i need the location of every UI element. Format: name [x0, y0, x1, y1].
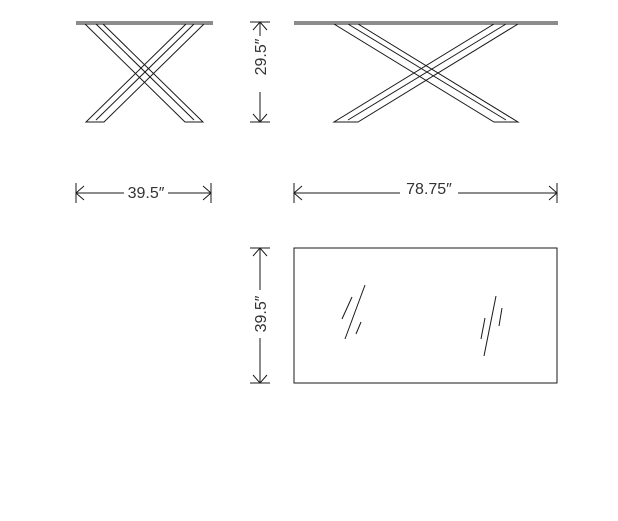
top-view [293, 247, 558, 384]
height-dim-arrow-down [252, 113, 268, 123]
side-width-dim-label: 39.5″ [128, 185, 165, 202]
top-view-tabletop [293, 247, 558, 384]
length-dim-label: 78.75″ [406, 181, 452, 198]
depth-dim-arrow-up [252, 247, 268, 257]
front-view-leg-a [332, 23, 520, 123]
depth-dim-label: 39.5″ [253, 295, 270, 332]
front-length-dimension: 78.75″ [293, 181, 558, 203]
glass-reflection-mark [480, 317, 486, 340]
front-view-leg-b-inner [347, 23, 507, 121]
side-view-leg-b [84, 23, 206, 123]
front-view-leg-b [332, 23, 520, 123]
side-width-dimension: 39.5″ [75, 183, 212, 203]
top-depth-dimension: 39.5″ [250, 247, 270, 384]
glass-reflection-mark [341, 296, 353, 320]
side-width-dim-arrow-left [75, 185, 85, 201]
height-dim-label: 29.5″ [253, 38, 270, 75]
glass-reflection-mark [483, 295, 497, 357]
depth-dim-arrow-down [252, 374, 268, 384]
front-view [294, 21, 558, 123]
length-dim-arrow-right [548, 185, 558, 201]
glass-reflection-mark [355, 321, 362, 335]
height-dim-arrow-up [252, 21, 268, 31]
glass-reflection-mark [344, 284, 366, 340]
side-view-leg-a [83, 23, 205, 123]
length-dim-arrow-left [293, 185, 303, 201]
height-dimension: 29.5″ [250, 21, 270, 123]
glass-reflection-mark [498, 307, 503, 327]
side-width-dim-arrow-right [202, 185, 212, 201]
side-view [76, 21, 213, 123]
side-view-leg-b-inner [95, 23, 195, 121]
